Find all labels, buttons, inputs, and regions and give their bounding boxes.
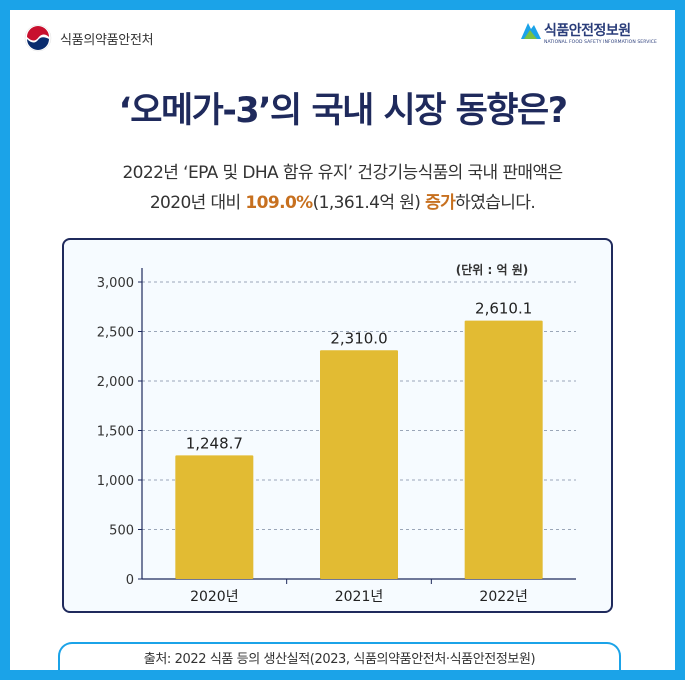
y-tick-label: 2,000 (97, 375, 134, 390)
bar-value-label: 1,248.7 (186, 434, 243, 452)
x-tick-label: 2022년 (479, 589, 528, 605)
bar (464, 320, 543, 579)
growth-percent: 109.0% (245, 193, 313, 213)
x-tick-label: 2021년 (335, 589, 384, 605)
bar-value-label: 2,610.1 (475, 300, 532, 318)
summary-part-c: 하였습니다. (455, 193, 536, 213)
institute-subtitle: NATIONAL FOOD SAFETY INFORMATION SERVICE (544, 40, 657, 45)
source-footer: 출처: 2022 식품 등의 생산실적(2023, 식품의약품안전처·식품안전정… (58, 642, 621, 670)
institute-header: 식품안전정보원 NATIONAL FOOD SAFETY INFORMATION… (520, 20, 657, 45)
page-title: ‘오메가-3’의 국내 시장 동향은? (118, 91, 568, 131)
chart-panel: 0 500 1,000 1,500 2,000 2,500 3,000 (단위 : 억 원) 1… (62, 238, 613, 613)
summary-text: 2022년 ‘EPA 및 DHA 함유 유지’ 건강기능식품의 국내 판매액은 … (10, 158, 675, 218)
ministry-header: 식품의약품안전처 (24, 24, 154, 52)
y-tick-label: 2,500 (97, 326, 134, 341)
y-tick-label: 1,000 (97, 474, 134, 489)
institute-logo-icon (521, 23, 541, 39)
y-tick-label: 500 (109, 524, 134, 539)
x-tick-label: 2020년 (190, 589, 239, 605)
summary-line-2: 2020년 대비 109.0%(1,361.4억 원) 증가하였습니다. (10, 188, 675, 218)
bar (175, 455, 254, 579)
bar (320, 350, 398, 579)
summary-line-1: 2022년 ‘EPA 및 DHA 함유 유지’ 건강기능식품의 국내 판매액은 (122, 163, 563, 183)
source-text: 출처: 2022 식품 등의 생산실적(2023, 식품의약품안전처·식품안전정… (143, 652, 536, 667)
summary-part-a: 2020년 대비 (149, 193, 246, 213)
increase-word: 증가 (425, 193, 456, 213)
bar-value-label: 2,310.0 (330, 329, 387, 347)
summary-part-b: (1,361.4억 원) (312, 193, 426, 213)
institute-name: 식품안전정보원 (544, 23, 631, 39)
bar-chart: 0 500 1,000 1,500 2,000 2,500 3,000 (단위 : 억 원) 1… (97, 262, 576, 605)
government-emblem-icon (24, 24, 52, 52)
ministry-name: 식품의약품안전처 (60, 32, 154, 48)
y-tick-label: 1,500 (97, 425, 134, 440)
infographic-card: 식품의약품안전처 식품안전정보원 NATIONAL FOOD SAFETY IN… (10, 10, 675, 670)
y-tick-label: 0 (126, 573, 134, 588)
unit-label: (단위 : 억 원) (456, 262, 528, 277)
y-tick-label: 3,000 (97, 276, 134, 291)
